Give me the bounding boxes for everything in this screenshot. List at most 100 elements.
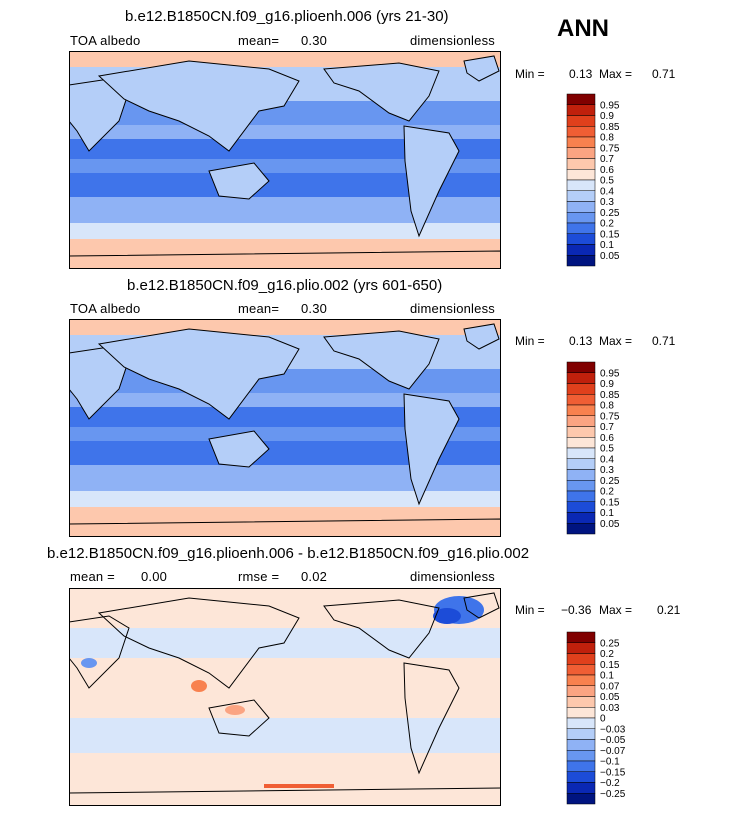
panel3-map-background bbox=[69, 588, 501, 806]
colorbar-tick-label: 0.85 bbox=[600, 122, 620, 133]
panel3-africa-negative-anomaly bbox=[81, 658, 97, 668]
panel3-maritime-positive-anomaly bbox=[225, 705, 245, 715]
colorbar-tick-label: 0.75 bbox=[600, 411, 620, 422]
panel1-arctic-band bbox=[69, 51, 501, 67]
colorbar-swatch bbox=[566, 631, 596, 643]
colorbar-swatch bbox=[566, 717, 596, 729]
colorbar-tick-label: 0.3 bbox=[600, 197, 614, 208]
colorbar-swatch bbox=[566, 169, 596, 181]
panel2-antarctica-coast bbox=[69, 518, 501, 537]
colorbar-swatch bbox=[566, 394, 596, 406]
colorbar-swatch bbox=[566, 685, 596, 697]
colorbar-swatch bbox=[566, 782, 596, 794]
colorbar-swatch bbox=[566, 93, 596, 105]
colorbar-swatch bbox=[566, 458, 596, 470]
panel3-mean-value: 0.00 bbox=[141, 569, 168, 584]
panel2-australia-land bbox=[208, 430, 270, 468]
colorbar-tick-label: 0.03 bbox=[600, 703, 620, 714]
panel2-eurasia-land bbox=[97, 328, 300, 420]
panel3-australia-coast bbox=[208, 699, 270, 737]
panel3-rmse-value: 0.02 bbox=[301, 569, 328, 584]
panel1-colorbar: 0.950.90.850.80.750.70.60.50.40.30.250.2… bbox=[566, 93, 620, 267]
colorbar-swatch bbox=[566, 426, 596, 438]
colorbar-swatch bbox=[566, 126, 596, 138]
colorbar-swatch bbox=[566, 696, 596, 708]
colorbar-tick-label: −0.2 bbox=[600, 778, 620, 789]
colorbar-tick-label: 0.75 bbox=[600, 143, 620, 154]
panel2-north-america-land bbox=[323, 330, 440, 390]
colorbar-tick-label: −0.1 bbox=[600, 757, 620, 768]
colorbar-tick-label: 0 bbox=[600, 714, 606, 725]
colorbar-tick-label: 0.2 bbox=[600, 649, 614, 660]
colorbar-tick-label: 0.2 bbox=[600, 219, 614, 230]
colorbar-swatch bbox=[566, 415, 596, 427]
panel1-south-tropics-band bbox=[69, 159, 501, 173]
colorbar-swatch bbox=[566, 653, 596, 665]
panel1-min-value: 0.13 bbox=[569, 67, 593, 81]
colorbar-swatch bbox=[566, 469, 596, 481]
panel1-map-frame bbox=[69, 51, 501, 269]
panel2-south-midlat-band bbox=[69, 465, 501, 491]
colorbar-tick-label: 0.6 bbox=[600, 433, 614, 444]
colorbar-swatch bbox=[566, 404, 596, 416]
colorbar-tick-label: 0.25 bbox=[600, 638, 620, 649]
colorbar-swatch bbox=[566, 115, 596, 127]
colorbar-swatch bbox=[566, 728, 596, 740]
panel1-south-midlat-band bbox=[69, 197, 501, 223]
panel2-south-tropics-band bbox=[69, 427, 501, 441]
panel3-mean-label: mean = bbox=[70, 569, 115, 584]
colorbar-swatch bbox=[566, 201, 596, 213]
colorbar-tick-label: 0.05 bbox=[600, 519, 620, 530]
colorbar-tick-label: 0.1 bbox=[600, 508, 614, 519]
panel1-variable-label: TOA albedo bbox=[70, 33, 141, 48]
colorbar-swatch bbox=[566, 158, 596, 170]
panel2-greenland-land bbox=[463, 323, 500, 350]
colorbar-swatch bbox=[566, 372, 596, 384]
colorbar-swatch bbox=[566, 222, 596, 234]
panel1-australia-land bbox=[208, 162, 270, 200]
colorbar-tick-label: 0.95 bbox=[600, 100, 620, 111]
panel2-colorbar: 0.950.90.850.80.750.70.60.50.40.30.250.2… bbox=[566, 361, 620, 535]
colorbar-swatch bbox=[566, 480, 596, 492]
panel2-min-label: Min = bbox=[515, 334, 545, 348]
colorbar-tick-label: 0.9 bbox=[600, 111, 614, 122]
colorbar-swatch bbox=[566, 642, 596, 654]
colorbar-tick-label: 0.4 bbox=[600, 454, 614, 465]
panel1-eurasia-land bbox=[97, 60, 300, 152]
panel3-south-america-coast bbox=[403, 662, 460, 775]
colorbar-tick-label: 0.15 bbox=[600, 497, 620, 508]
colorbar-swatch bbox=[566, 437, 596, 449]
colorbar-swatch bbox=[566, 136, 596, 148]
colorbar-swatch bbox=[566, 244, 596, 256]
panel2-units: dimensionless bbox=[410, 301, 495, 316]
colorbar-tick-label: 0.1 bbox=[600, 240, 614, 251]
panel3-south-negative-band bbox=[69, 718, 501, 753]
colorbar-tick-label: 0.9 bbox=[600, 379, 614, 390]
colorbar-swatch bbox=[566, 674, 596, 686]
colorbar-swatch bbox=[566, 147, 596, 159]
panel2-map-frame bbox=[69, 319, 501, 537]
panel1-greenland-land bbox=[463, 55, 500, 82]
panel2-southern-ocean-band bbox=[69, 491, 501, 507]
panel2-south-america-land bbox=[403, 393, 460, 506]
colorbar-tick-label: −0.07 bbox=[600, 746, 626, 757]
panel2-mean-value: 0.30 bbox=[301, 301, 328, 316]
panel3-north-america-coast bbox=[323, 599, 440, 659]
panel1-mean-value: 0.30 bbox=[301, 33, 328, 48]
panel3-max-label: Max = bbox=[599, 603, 633, 617]
colorbar-tick-label: 0.5 bbox=[600, 176, 614, 187]
colorbar-tick-label: 0.25 bbox=[600, 476, 620, 487]
colorbar-swatch bbox=[566, 212, 596, 224]
colorbar-swatch bbox=[566, 361, 596, 373]
panel2-map bbox=[69, 319, 501, 537]
panel1-south-america-land bbox=[403, 125, 460, 238]
panel2-title: b.e12.B1850CN.f09_g16.plio.002 (yrs 601-… bbox=[127, 277, 443, 294]
panel1-north-america-land bbox=[323, 62, 440, 122]
colorbar-tick-label: 0.8 bbox=[600, 133, 614, 144]
colorbar-swatch bbox=[566, 490, 596, 502]
colorbar-swatch bbox=[566, 255, 596, 267]
panel1-colorbar-swatches bbox=[566, 93, 596, 267]
panel2-variable-label: TOA albedo bbox=[70, 301, 141, 316]
colorbar-tick-label: 0.95 bbox=[600, 368, 620, 379]
season-label: ANN bbox=[557, 15, 609, 42]
